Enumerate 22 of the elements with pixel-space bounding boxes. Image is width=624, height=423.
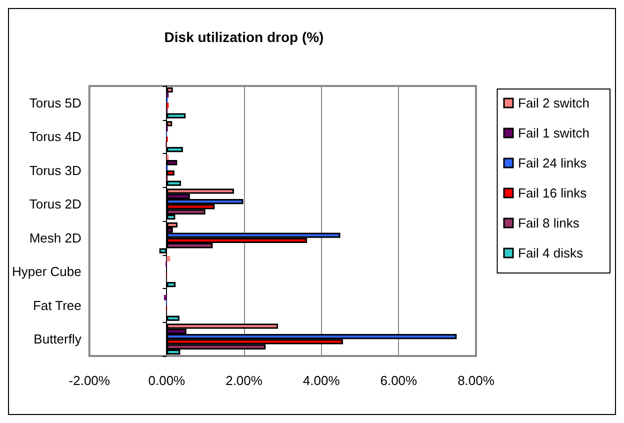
y-tick-label: Torus 3D <box>29 162 82 178</box>
y-tick-label: Torus 5D <box>29 95 82 110</box>
x-tick-label: 8.00% <box>458 373 495 388</box>
chart-title: Disk utilization drop (%) <box>164 29 324 45</box>
x-tick-label: 6.00% <box>380 373 418 388</box>
legend-label: Fail 24 links <box>518 156 588 170</box>
bar <box>166 256 170 262</box>
legend-label: Fail 4 disks <box>518 246 584 260</box>
y-tick-label: Hyper Cube <box>12 264 82 280</box>
legend-label: Fail 2 switch <box>518 96 590 110</box>
y-tick-label: Butterfly <box>34 332 82 347</box>
x-tick-label: -2.00% <box>68 373 110 388</box>
x-tick-label: 4.00% <box>302 373 340 388</box>
y-tick-label: Fat Tree <box>32 298 82 313</box>
x-tick-label: 0.00% <box>148 373 186 388</box>
legend-label: Fail 16 links <box>518 186 588 200</box>
y-tick-label: Torus 4D <box>29 129 82 144</box>
y-tick-label: Mesh 2D <box>29 230 82 246</box>
legend-label: Fail 8 links <box>518 216 580 230</box>
x-tick-label: 2.00% <box>226 373 263 388</box>
y-tick-label: Torus 2D <box>29 196 82 212</box>
legend-label: Fail 1 switch <box>518 126 590 140</box>
